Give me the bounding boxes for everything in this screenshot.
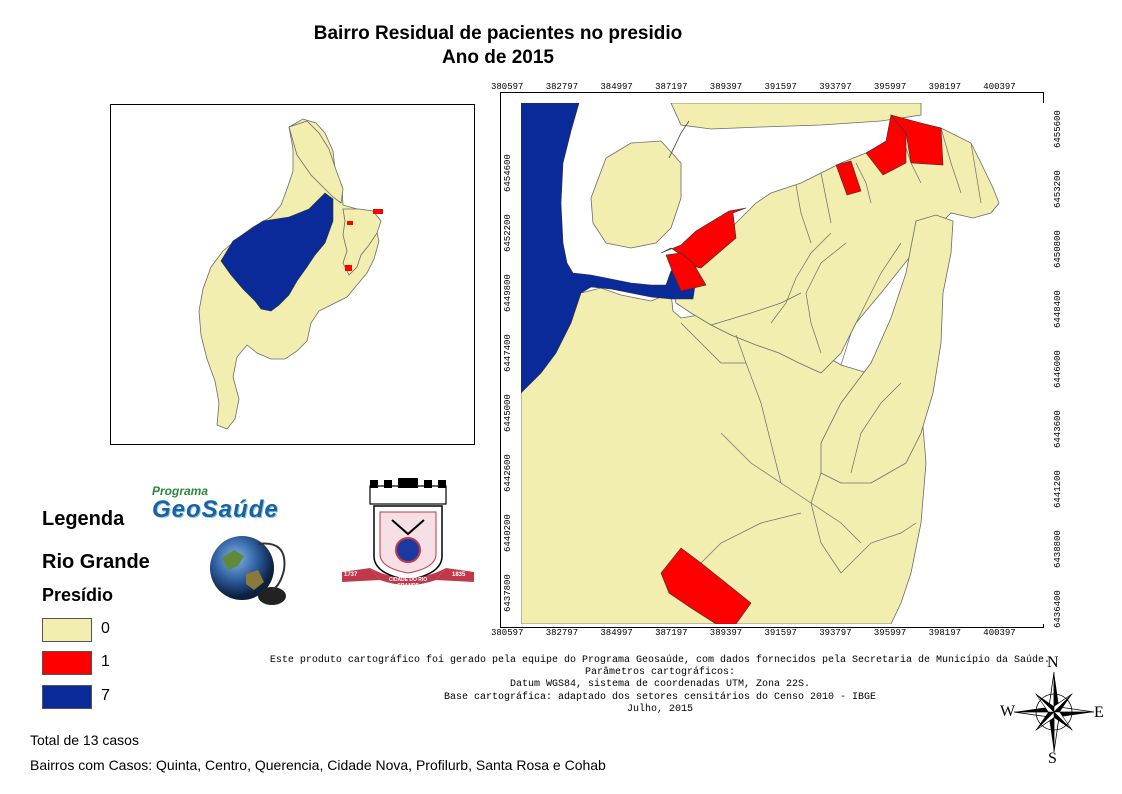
x-tick-label: 389397 (709, 82, 743, 92)
y-tick-label-left: 6442600 (503, 454, 513, 492)
y-tick-label-left: 6445000 (503, 394, 513, 432)
y-tick-label-left: 6449800 (503, 274, 513, 312)
sector-class-one-b (665, 252, 707, 292)
x-tick-label: 380597 (491, 82, 524, 92)
y-tick-label-left: 6440200 (503, 514, 513, 552)
compass-s: S (1048, 750, 1057, 767)
title-line-1: Bairro Residual de pacientes no presidio (313, 23, 683, 44)
inset-class-seven (220, 192, 334, 312)
inset-red-2 (347, 221, 353, 225)
x-tick-label: 395997 (873, 628, 907, 638)
y-tick-label-right: 6438800 (1053, 530, 1063, 568)
seal-right-year: 1835 (452, 572, 466, 578)
legend-region: Rio Grande (42, 551, 150, 573)
north-top-land (670, 102, 922, 130)
legend-label-one: 1 (101, 653, 110, 670)
x-tick-label: 389397 (709, 628, 743, 638)
total-cases: Total de 13 casos (30, 732, 139, 748)
east-island (820, 214, 954, 484)
neighborhoods-with-cases: Bairros com Casos: Quinta, Centro, Quere… (30, 757, 606, 773)
north-island (590, 140, 682, 249)
y-tick-label-right: 6450800 (1053, 230, 1063, 268)
seal-left-year: 1737 (344, 572, 358, 578)
city-seal: 1737 CIDADE DO RIO GRANDE 1835 (340, 476, 476, 589)
x-tick-label: 387197 (655, 628, 688, 638)
x-tick-label: 393797 (819, 628, 852, 638)
geosaude-logo: Programa GeoSaúde (150, 484, 320, 624)
legend-label-zero: 0 (101, 620, 110, 637)
sector-class-one-f (660, 547, 752, 625)
legend-layer: Presídio (42, 585, 114, 605)
x-tick-label: 400397 (983, 82, 1016, 92)
x-tick-label: 382797 (545, 82, 579, 92)
x-tick-label: 384997 (600, 82, 633, 92)
logo-program-name: GeoSaúde (152, 496, 279, 523)
inset-map-frame (110, 104, 475, 445)
compass-e: E (1094, 704, 1104, 721)
seal-banner: CIDADE DO RIO GRANDE (388, 577, 428, 589)
x-tick-label: 391597 (764, 82, 797, 92)
credits-line-1: Este produto cartográfico foi gerado pel… (269, 655, 1051, 666)
inset-north-spit (288, 120, 344, 204)
y-tick-label-right: 6446000 (1053, 350, 1063, 388)
x-tick-label: 382797 (545, 628, 579, 638)
sector-boundaries (680, 127, 982, 574)
credits-line-2: Parâmetros cartográficos: (584, 667, 736, 679)
compass-rose-icon (1013, 671, 1095, 753)
map-title: Bairro Residual de pacientes no presidio… (0, 22, 996, 70)
x-tick-label: 391597 (764, 628, 797, 638)
legend-swatch-seven (42, 685, 92, 709)
inset-map (198, 118, 383, 430)
x-tick-label: 398197 (928, 628, 961, 638)
y-tick-label-right: 6455600 (1053, 110, 1063, 148)
y-tick-label-left: 6447400 (503, 334, 513, 372)
credits-line-4: Base cartográfica: adaptado dos setores … (443, 691, 877, 703)
main-map-svg (520, 102, 1045, 625)
y-tick-label-right: 6441200 (1053, 470, 1063, 508)
legend-title: Legenda (42, 508, 125, 530)
map-credits: Este produto cartográfico foi gerado pel… (250, 655, 1070, 716)
x-tick-label: 400397 (983, 628, 1016, 638)
y-tick-label-right: 6436400 (1053, 590, 1063, 628)
credits-line-3: Datum WGS84, sistema de coordenadas UTM,… (509, 679, 811, 691)
inset-red-3 (345, 265, 352, 271)
compass-rose: N S E W (996, 654, 1110, 770)
x-tick-label: 380597 (491, 628, 524, 638)
compass-w: W (1000, 703, 1016, 720)
globe-icon (210, 536, 286, 605)
y-tick-label-right: 6448400 (1053, 290, 1063, 328)
compass-n: N (1047, 654, 1059, 671)
x-tick-label: 387197 (655, 82, 688, 92)
x-tick-label: 384997 (600, 628, 633, 638)
y-tick-label-left: 6452200 (503, 214, 513, 252)
sector-class-one-e (890, 114, 944, 166)
y-tick-label-left: 6437800 (503, 574, 513, 612)
central-peninsula (670, 122, 1000, 374)
legend-swatch-one (42, 651, 92, 675)
seal-emblem-icon (342, 478, 474, 585)
title-line-2: Ano de 2015 (442, 47, 554, 68)
credits-line-5: Julho, 2015 (626, 703, 693, 715)
inset-red-1 (373, 209, 383, 214)
legend-swatch-zero (42, 618, 92, 642)
legend-label-seven: 7 (101, 687, 110, 704)
main-map (520, 102, 1045, 625)
x-tick-label: 393797 (819, 82, 852, 92)
y-tick-label-left: 6454600 (503, 154, 513, 192)
x-tick-label: 395997 (873, 82, 907, 92)
sector-class-one-c (835, 160, 862, 196)
logo-program-top: Programa (152, 484, 209, 498)
x-tick-label: 398197 (928, 82, 961, 92)
y-tick-label-right: 6453200 (1053, 170, 1063, 208)
y-tick-label-right: 6443600 (1053, 410, 1063, 448)
